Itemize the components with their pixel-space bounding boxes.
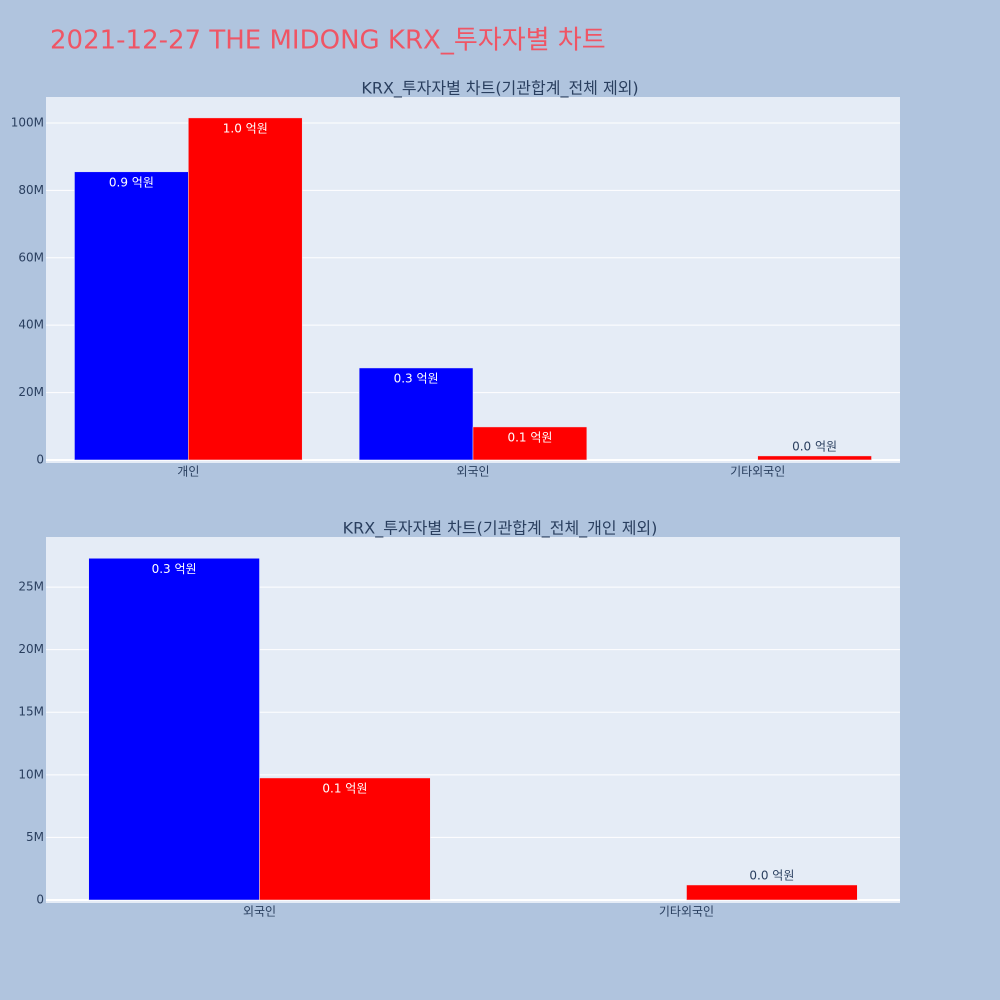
y-tick-label: 0: [36, 892, 44, 906]
value-label: 0.0 억원: [749, 868, 794, 882]
bar: [686, 884, 858, 901]
chart-title: KRX_투자자별 차트(기관합계_전체_개인 제외): [343, 519, 658, 539]
value-label: 0.3 억원: [152, 562, 197, 576]
value-label: 0.1 억원: [507, 430, 552, 444]
y-tick-label: 10M: [18, 767, 44, 781]
x-tick-label: 기타외국인: [659, 905, 714, 919]
value-label: 0.1 억원: [322, 781, 367, 795]
value-label: 0.3 억원: [394, 371, 439, 385]
y-tick-label: 40M: [18, 318, 44, 332]
x-tick-label: 기타외국인: [730, 465, 785, 479]
y-tick-label: 20M: [18, 385, 44, 399]
value-label: 0.0 억원: [792, 439, 837, 453]
bar: [188, 117, 303, 461]
bar: [74, 171, 189, 461]
chart-title: KRX_투자자별 차트(기관합계_전체 제외): [361, 79, 638, 99]
x-tick-label: 개인: [177, 465, 199, 479]
x-tick-label: 외국인: [456, 465, 489, 479]
y-tick-label: 5M: [26, 830, 44, 844]
y-tick-label: 60M: [18, 250, 44, 264]
bar: [358, 367, 474, 461]
y-tick-label: 15M: [18, 705, 44, 719]
y-tick-label: 0: [36, 452, 44, 466]
bar: [259, 777, 431, 901]
y-tick-label: 80M: [18, 183, 44, 197]
y-tick-label: 20M: [18, 642, 44, 656]
x-tick-label: 외국인: [243, 905, 276, 919]
page-title: 2021-12-27 THE MIDONG KRX_투자자별 차트: [50, 26, 606, 56]
y-tick-label: 25M: [18, 580, 44, 594]
bar: [757, 455, 872, 461]
value-label: 0.9 억원: [109, 175, 154, 189]
value-label: 1.0 억원: [223, 121, 268, 135]
bar: [88, 558, 260, 901]
bar: [472, 426, 588, 461]
y-tick-label: 100M: [11, 115, 44, 129]
